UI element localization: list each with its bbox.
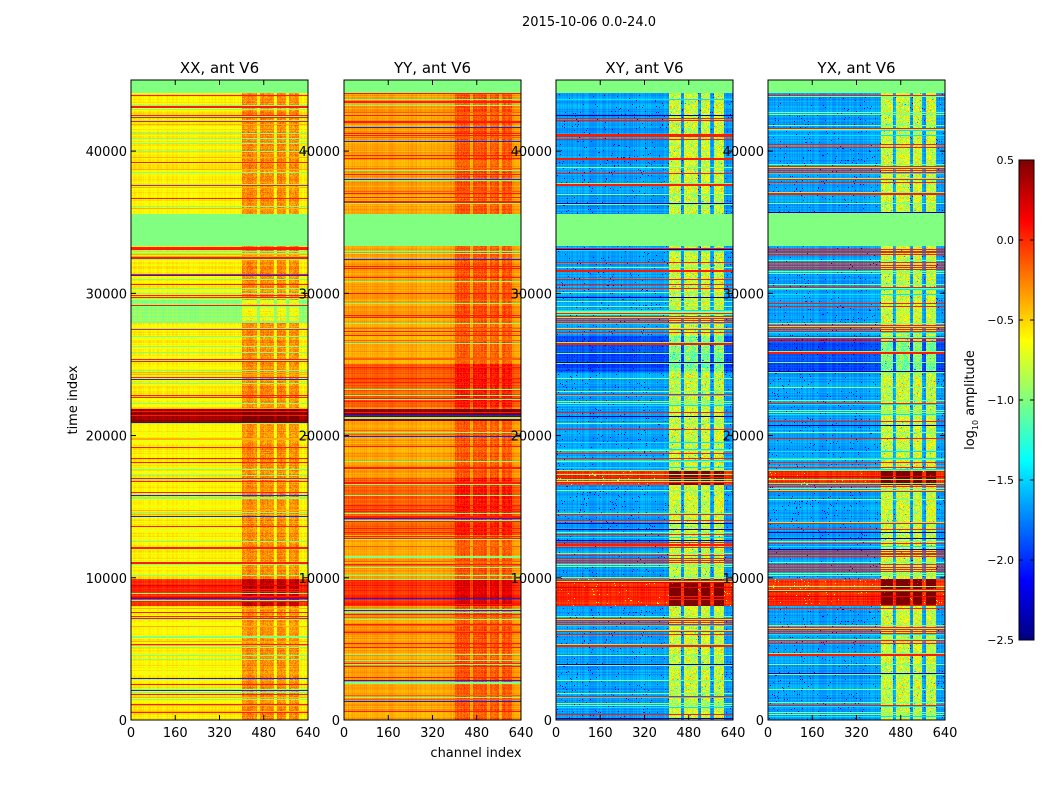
- x-tick-label: 640: [509, 726, 534, 741]
- x-tick-label: 320: [207, 726, 232, 741]
- panel-frame: [555, 79, 734, 721]
- x-tick-label: 640: [296, 726, 321, 741]
- colorbar-gradient: [1019, 160, 1034, 640]
- colorbar-tick-label: −2.5: [987, 634, 1014, 647]
- figure-suptitle: 2015-10-06 0.0-24.0: [522, 15, 656, 30]
- panel-title: YY, ant V6: [393, 59, 471, 77]
- y-tick-label: 40000: [86, 145, 127, 160]
- y-tick-label: 0: [119, 714, 127, 729]
- y-tick-label: 40000: [299, 145, 340, 160]
- colorbar-label-rest: amplitude: [963, 350, 978, 420]
- heatmap-image-2: [556, 80, 733, 720]
- colorbar-tick-label: 0.5: [997, 154, 1015, 167]
- y-tick-label: 20000: [299, 430, 340, 445]
- y-tick-label: 40000: [511, 145, 552, 160]
- x-tick-label: 160: [588, 726, 613, 741]
- y-tick-label: 10000: [723, 572, 764, 587]
- colorbar-tick-label: −1.0: [987, 394, 1014, 407]
- y-tick-label: 0: [544, 714, 552, 729]
- panel-frame: [343, 79, 522, 721]
- heatmap-image-0: [131, 80, 308, 720]
- panel-title: YX, ant V6: [816, 59, 895, 77]
- x-tick-label: 480: [888, 726, 913, 741]
- y-tick-label: 10000: [86, 572, 127, 587]
- x-tick-label: 160: [800, 726, 825, 741]
- x-tick-label: 0: [764, 726, 772, 741]
- panel-title: XY, ant V6: [605, 59, 683, 77]
- y-tick-label: 10000: [511, 572, 552, 587]
- colorbar-tick-label: 0.0: [997, 234, 1015, 247]
- x-tick-label: 0: [552, 726, 560, 741]
- panel-frame: [130, 79, 309, 721]
- colorbar-tick-label: −0.5: [987, 314, 1014, 327]
- x-tick-label: 160: [163, 726, 188, 741]
- colorbar-label-log: log: [963, 430, 978, 450]
- colorbar-tick-label: −2.0: [987, 554, 1014, 567]
- y-tick-label: 0: [756, 714, 764, 729]
- x-axis-label: channel index: [430, 746, 521, 761]
- y-tick-label: 40000: [723, 145, 764, 160]
- x-tick-label: 320: [420, 726, 445, 741]
- y-tick-label: 10000: [299, 572, 340, 587]
- x-tick-label: 0: [127, 726, 135, 741]
- x-tick-label: 320: [632, 726, 657, 741]
- x-tick-label: 640: [721, 726, 746, 741]
- x-tick-label: 320: [844, 726, 869, 741]
- x-tick-label: 0: [340, 726, 348, 741]
- x-tick-label: 640: [933, 726, 958, 741]
- y-tick-label: 20000: [511, 430, 552, 445]
- y-tick-label: 30000: [511, 287, 552, 302]
- colorbar-label: log10 amplitude: [963, 350, 980, 450]
- colorbar-label-sub: 10: [971, 420, 980, 430]
- colorbar-tick-label: −1.5: [987, 474, 1014, 487]
- y-tick-label: 20000: [723, 430, 764, 445]
- heatmap-image-1: [344, 80, 521, 720]
- panel-title: XX, ant V6: [180, 59, 259, 77]
- y-axis-label: time index: [66, 365, 81, 434]
- x-tick-label: 480: [464, 726, 489, 741]
- y-tick-label: 30000: [86, 287, 127, 302]
- y-tick-label: 30000: [299, 287, 340, 302]
- x-tick-label: 160: [376, 726, 401, 741]
- x-tick-label: 480: [676, 726, 701, 741]
- y-tick-label: 0: [332, 714, 340, 729]
- x-tick-label: 480: [251, 726, 276, 741]
- panel-frame: [767, 79, 946, 721]
- y-tick-label: 20000: [86, 430, 127, 445]
- y-tick-label: 30000: [723, 287, 764, 302]
- heatmap-image-3: [768, 80, 945, 720]
